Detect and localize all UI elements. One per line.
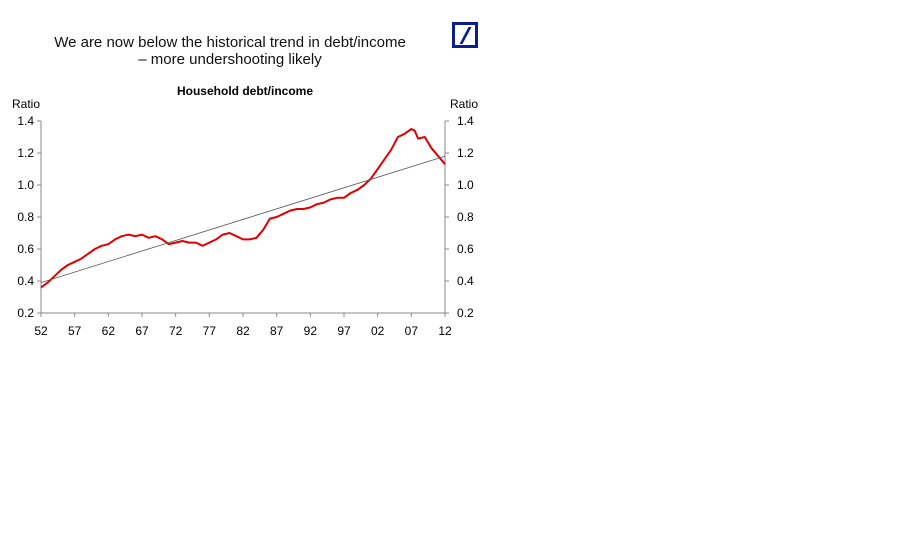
right-y-tick-label: 1.0 [457,178,474,192]
x-tick-label: 52 [34,324,48,338]
x-tick-label: 92 [304,324,318,338]
left-y-tick-label: 1.4 [17,114,34,128]
trend-line [40,155,446,283]
right-axis-unit-label: Ratio [450,97,479,111]
left-y-tick-label: 1.0 [17,178,34,192]
left-y-tick-label: 0.4 [17,274,34,288]
headline: We are now below the historical trend in… [20,34,440,68]
deutsche-bank-logo-icon [452,22,478,48]
debt-income-series-line [40,128,446,289]
right-y-tick-label: 1.2 [457,146,474,160]
x-tick-label: 62 [102,324,116,338]
left-y-tick-label: 1.2 [17,146,34,160]
x-tick-label: 67 [135,324,149,338]
x-tick-label: 02 [371,324,385,338]
headline-line-2: – more undershooting likely [138,51,322,68]
right-y-tick-label: 0.4 [457,274,474,288]
headline-line-1: We are now below the historical trend in… [54,34,406,51]
x-tick-label: 57 [68,324,82,338]
right-y-tick-label: 0.2 [457,306,474,320]
x-tick-label: 72 [169,324,183,338]
x-tick-label: 82 [236,324,250,338]
x-tick-label: 12 [438,324,452,338]
left-y-tick-label: 0.2 [17,306,34,320]
left-y-tick-label: 0.8 [17,210,34,224]
chart-title: Household debt/income [176,84,313,98]
right-y-tick-label: 0.6 [457,242,474,256]
x-tick-label: 07 [405,324,419,338]
right-y-tick-label: 1.4 [457,114,474,128]
left-axis-unit-label: Ratio [12,97,41,111]
x-tick-label: 77 [203,324,217,338]
right-y-tick-label: 0.8 [457,210,474,224]
x-tick-label: 97 [337,324,351,338]
x-tick-label: 87 [270,324,284,338]
left-y-tick-label: 0.6 [17,242,34,256]
